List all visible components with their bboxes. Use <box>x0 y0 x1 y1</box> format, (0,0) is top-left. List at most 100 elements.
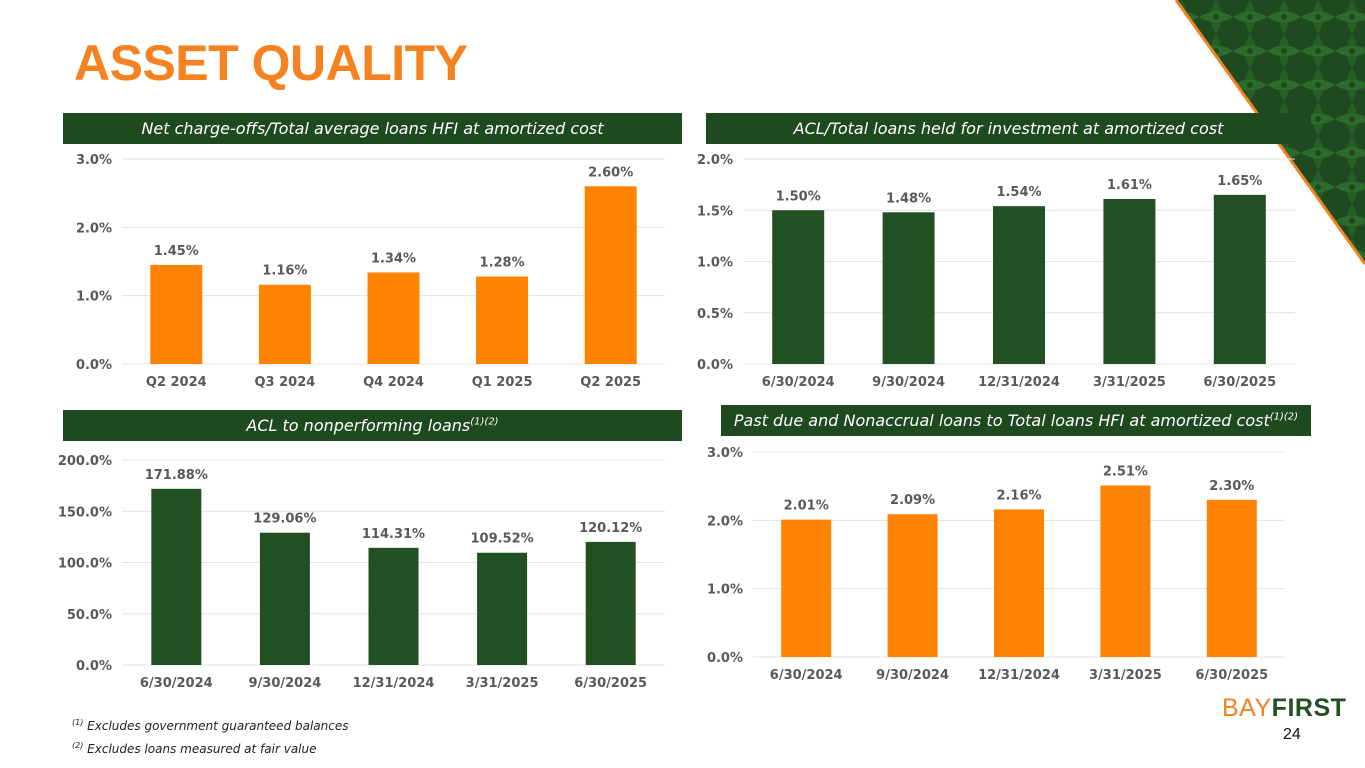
bar <box>772 210 825 364</box>
bar <box>1100 485 1151 657</box>
data-label: 1.48% <box>886 191 931 206</box>
chart-past-due-nonaccrual: 0.0% 1.0% 2.0% 3.0% 2.01% 6/30/2024 2.09% 9/30/… <box>707 446 1285 683</box>
bar <box>882 212 935 364</box>
bar <box>994 509 1044 657</box>
data-label: 2.51% <box>1103 464 1148 479</box>
category-label: 12/31/2024 <box>353 676 435 691</box>
header-text: Net charge-offs/Total average loans HFI … <box>141 119 604 138</box>
category-label: 6/30/2025 <box>1195 668 1268 683</box>
y-tick-label: 3.0% <box>707 446 743 461</box>
category-label: 12/31/2024 <box>978 375 1060 390</box>
y-tick-label: 2.0% <box>697 153 733 168</box>
chart-header-net-charge-offs: Net charge-offs/Total average loans HFI … <box>63 113 682 144</box>
data-label: 2.60% <box>588 165 633 180</box>
header-footnote-ref: (1)(2) <box>1269 411 1299 423</box>
category-label: 3/31/2025 <box>1093 375 1166 390</box>
y-tick-label: 150.0% <box>58 505 112 520</box>
chart-header-acl-nonperforming: ACL to nonperforming loans(1)(2) <box>63 410 682 441</box>
category-label: 9/30/2024 <box>248 676 321 691</box>
bar <box>151 488 202 665</box>
y-tick-label: 1.0% <box>707 583 743 598</box>
y-tick-label: 0.0% <box>697 358 733 373</box>
y-tick-label: 0.0% <box>707 651 743 666</box>
y-tick-label: 0.0% <box>76 659 112 674</box>
bar <box>259 532 310 665</box>
bayfirst-logo: BAYFIRST <box>1222 694 1346 723</box>
data-label: 1.45% <box>154 244 199 259</box>
bar <box>1213 194 1266 364</box>
data-label: 1.65% <box>1217 174 1262 189</box>
bar <box>887 514 938 657</box>
bar <box>1103 198 1156 364</box>
footnotes: (1) Excludes government guaranteed balan… <box>72 713 349 759</box>
category-label: 6/30/2024 <box>770 668 843 683</box>
bar <box>476 276 529 364</box>
bar <box>477 552 528 665</box>
data-label: 129.06% <box>253 512 316 527</box>
footnote-marker: (2) <box>72 741 84 750</box>
chart-header-acl-total-loans: ACL/Total loans held for investment at a… <box>706 113 1311 144</box>
y-tick-label: 3.0% <box>76 153 112 168</box>
data-label: 171.88% <box>145 468 208 483</box>
data-label: 2.16% <box>996 488 1041 503</box>
footnote-1: (1) Excludes government guaranteed balan… <box>72 713 349 736</box>
data-label: 2.09% <box>890 493 935 508</box>
logo-text-bay: BAY <box>1222 694 1272 722</box>
category-label: 3/31/2025 <box>1089 668 1162 683</box>
y-tick-label: 50.0% <box>67 608 112 623</box>
bar <box>368 547 419 665</box>
chart-header-past-due: Past due and Nonaccrual loans to Total l… <box>721 405 1311 436</box>
data-label: 1.28% <box>480 256 525 271</box>
chart-net-charge-offs: 0.0% 1.0% 2.0% 3.0% 1.45% Q2 2024 1.16% Q3 2024… <box>76 153 665 390</box>
footnote-marker: (1) <box>72 718 84 727</box>
data-label: 2.30% <box>1209 479 1254 494</box>
header-footnote-ref: (1)(2) <box>470 416 499 428</box>
data-label: 1.50% <box>776 189 821 204</box>
chart-acl-nonperforming: 0.0% 50.0% 100.0% 150.0% 200.0% 171.88% 6/30/2… <box>58 454 665 691</box>
y-tick-label: 2.0% <box>76 221 112 236</box>
category-label: Q3 2024 <box>254 375 315 390</box>
category-label: 9/30/2024 <box>876 668 949 683</box>
category-label: Q2 2025 <box>580 375 641 390</box>
y-tick-label: 1.0% <box>697 256 733 271</box>
bar <box>584 186 637 364</box>
category-label: 9/30/2024 <box>872 375 945 390</box>
category-label: Q2 2024 <box>146 375 207 390</box>
category-label: Q1 2025 <box>472 375 533 390</box>
data-label: 2.01% <box>784 499 829 514</box>
y-tick-label: 1.5% <box>697 204 733 219</box>
bar <box>150 264 203 364</box>
data-label: 1.34% <box>371 251 416 266</box>
category-label: 3/31/2025 <box>466 676 539 691</box>
logo-text-first: FIRST <box>1271 694 1347 722</box>
chart-acl-total-loans: 0.0% 0.5% 1.0% 1.5% 2.0% 1.50% 6/30/2024 1.48% 9… <box>697 153 1295 390</box>
bar <box>258 284 311 364</box>
category-label: 6/30/2024 <box>140 676 213 691</box>
data-label: 120.12% <box>579 521 642 536</box>
bar <box>1206 499 1257 657</box>
category-label: 12/31/2024 <box>978 668 1060 683</box>
data-label: 1.16% <box>262 264 307 279</box>
bar <box>367 272 420 364</box>
y-tick-label: 0.0% <box>76 358 112 373</box>
category-label: 6/30/2025 <box>1203 375 1276 390</box>
page-number: 24 <box>1283 726 1301 743</box>
header-text: ACL/Total loans held for investment at a… <box>793 119 1224 138</box>
category-label: 6/30/2024 <box>762 375 835 390</box>
data-label: 1.54% <box>996 185 1041 200</box>
y-tick-label: 1.0% <box>76 290 112 305</box>
data-label: 1.61% <box>1107 178 1152 193</box>
category-label: Q4 2024 <box>363 375 424 390</box>
bar <box>781 519 832 657</box>
data-label: 114.31% <box>362 527 425 542</box>
footnote-text: Excludes loans measured at fair value <box>83 742 317 756</box>
footnote-text: Excludes government guaranteed balances <box>83 719 349 733</box>
category-label: 6/30/2025 <box>574 676 647 691</box>
y-tick-label: 2.0% <box>707 514 743 529</box>
header-text: Past due and Nonaccrual loans to Total l… <box>733 411 1270 430</box>
data-label: 109.52% <box>470 532 533 547</box>
y-tick-label: 100.0% <box>58 557 112 572</box>
header-text: ACL to nonperforming loans <box>246 416 471 435</box>
y-tick-label: 200.0% <box>58 454 112 469</box>
footnote-2: (2) Excludes loans measured at fair valu… <box>72 736 349 759</box>
